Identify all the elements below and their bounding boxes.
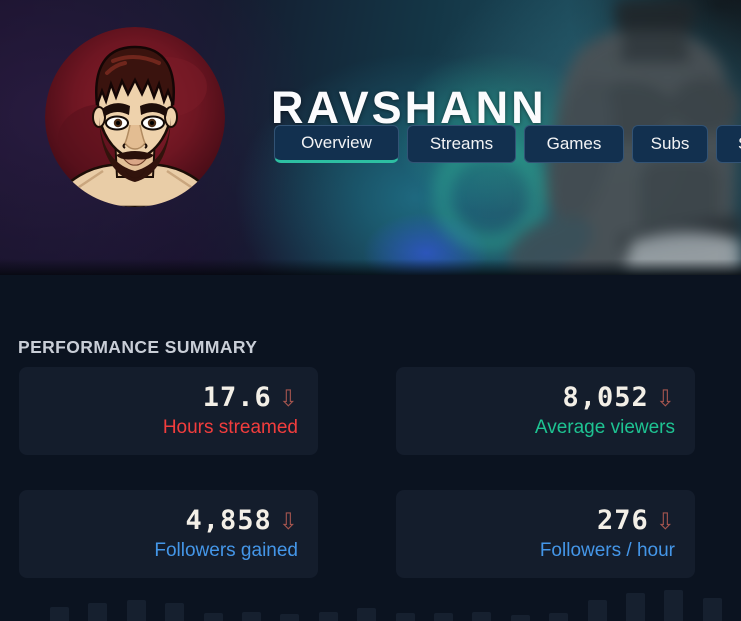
chart-bar (472, 612, 492, 621)
trend-down-arrow-icon: ⇩ (655, 385, 675, 412)
chart-bar (395, 613, 415, 621)
chart-bar (587, 600, 607, 621)
chart-bar (242, 612, 261, 621)
tab-clipped-right[interactable]: S (716, 125, 741, 163)
trend-down-arrow-icon: ⇩ (278, 385, 298, 412)
performance-summary-heading: PERFORMANCE SUMMARY (18, 336, 258, 357)
tab-subs[interactable]: Subs (632, 125, 708, 163)
chart-bar (126, 600, 146, 621)
chart-bar (88, 603, 108, 621)
streamer-avatar (45, 27, 225, 207)
stat-label: Average viewers (534, 416, 675, 438)
trend-down-arrow-icon: ⇩ (278, 508, 298, 535)
stat-label: Hours streamed (162, 416, 298, 438)
chart-bar (357, 608, 377, 621)
tab-overview[interactable]: Overview (274, 125, 399, 163)
chart-bar (165, 603, 185, 621)
tab-streams[interactable]: Streams (407, 125, 516, 163)
chart-bar (318, 612, 338, 621)
stat-label: Followers / hour (539, 539, 675, 561)
chart-bar (434, 613, 453, 621)
stat-value: 17.6 (202, 382, 272, 414)
streamer-name-title: RAVSHANN (271, 82, 547, 134)
chart-bar (626, 593, 645, 621)
tab-games[interactable]: Games (524, 125, 624, 163)
stat-card-hours-streamed: 17.6 ⇩ Hours streamed (19, 367, 318, 455)
stat-card-followers-gained: 4,858 ⇩ Followers gained (19, 490, 318, 578)
chart-bar (203, 613, 223, 621)
background-bar-chart (0, 581, 741, 621)
stat-label: Followers gained (154, 539, 298, 561)
profile-tabs: Overview Streams Games Subs S (274, 125, 741, 163)
chart-bar (280, 614, 300, 621)
chart-bar (549, 613, 569, 621)
stat-card-average-viewers: 8,052 ⇩ Average viewers (396, 367, 695, 455)
profile-header-banner: RAVSHANN Overview Streams Games Subs S (0, 0, 741, 275)
chart-bar (50, 607, 69, 621)
chart-bar (702, 598, 722, 621)
trend-down-arrow-icon: ⇩ (655, 508, 675, 535)
chart-bar (510, 615, 530, 621)
stat-value: 8,052 (562, 382, 649, 414)
stat-card-followers-per-hour: 276 ⇩ Followers / hour (396, 490, 695, 578)
stat-value: 4,858 (185, 505, 272, 537)
stat-value: 276 (596, 505, 649, 537)
chart-bar (664, 590, 684, 621)
